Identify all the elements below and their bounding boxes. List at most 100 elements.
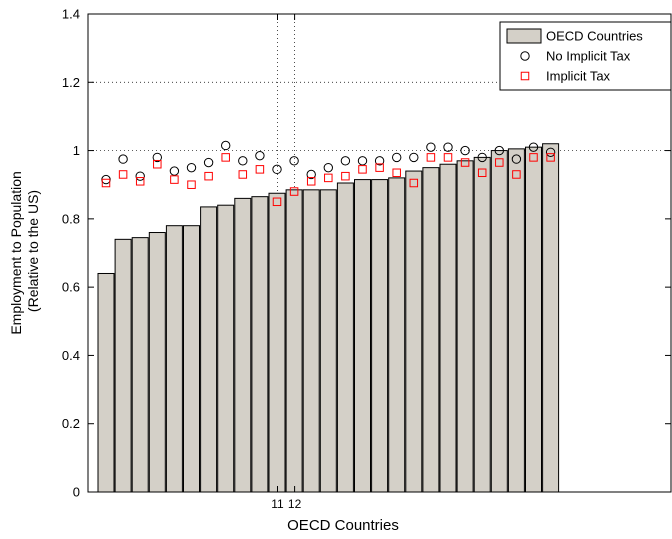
bar-8 bbox=[234, 197, 252, 493]
no-implicit-tax-point-25 bbox=[528, 142, 539, 152]
no-implicit-tax-point-15 bbox=[357, 156, 368, 166]
y-tick-label-6: 1.2 bbox=[62, 75, 80, 90]
axes-frame bbox=[87, 13, 672, 493]
implicit-tax-point-9 bbox=[255, 165, 265, 174]
implicit-tax-point-4 bbox=[170, 175, 179, 184]
bar-14 bbox=[336, 182, 354, 493]
bar-19 bbox=[422, 167, 440, 493]
no-implicit-tax-point-14 bbox=[340, 156, 351, 166]
legend-swatch-bar bbox=[506, 28, 542, 44]
bar-12 bbox=[302, 189, 320, 493]
y-tick-label-1: 0.2 bbox=[62, 416, 80, 431]
bar-13 bbox=[319, 189, 337, 493]
y-tick-label-0: 0 bbox=[73, 485, 80, 500]
no-implicit-tax-point-4 bbox=[169, 166, 180, 176]
no-implicit-tax-point-8 bbox=[238, 156, 248, 166]
legend: OECD Countries No Implicit Tax Implicit Ta… bbox=[499, 21, 672, 91]
implicit-tax-point-14 bbox=[341, 171, 350, 181]
y-tick-label-5: 1 bbox=[73, 143, 80, 158]
implicit-tax-point-7 bbox=[221, 153, 230, 162]
bar-5 bbox=[183, 225, 200, 493]
implicit-tax-point-3 bbox=[153, 159, 162, 169]
no-implicit-tax-point-17 bbox=[392, 152, 402, 163]
bar-16 bbox=[371, 179, 389, 493]
bar-23 bbox=[490, 150, 508, 493]
implicit-tax-point-8 bbox=[238, 170, 248, 179]
bar-3 bbox=[148, 232, 166, 493]
implicit-tax-point-10 bbox=[272, 197, 282, 207]
y-axis-label-line-1: Employment to Population bbox=[8, 171, 24, 334]
implicit-tax-point-24 bbox=[512, 170, 521, 179]
bar-22 bbox=[473, 156, 491, 493]
legend-swatch-circle bbox=[520, 51, 530, 61]
no-implicit-tax-point-11 bbox=[289, 156, 299, 166]
bar-25 bbox=[525, 146, 542, 493]
implicit-tax-point-22 bbox=[477, 168, 487, 178]
implicit-tax-point-15 bbox=[358, 165, 367, 174]
implicit-tax-point-17 bbox=[392, 168, 401, 178]
bar-0 bbox=[97, 272, 115, 493]
implicit-tax-point-16 bbox=[375, 163, 384, 172]
y-axis-label-line-2: (Relative to the US) bbox=[25, 190, 41, 312]
implicit-tax-point-6 bbox=[204, 171, 213, 181]
x-tick-label-0: 11 bbox=[271, 497, 284, 511]
no-implicit-tax-point-12 bbox=[306, 169, 316, 180]
no-implicit-tax-point-18 bbox=[409, 152, 419, 163]
bar-18 bbox=[405, 170, 423, 493]
bar-4 bbox=[165, 225, 183, 493]
bar-20 bbox=[439, 163, 457, 493]
bar-1 bbox=[114, 238, 132, 493]
no-implicit-tax-point-22 bbox=[477, 152, 487, 163]
no-implicit-tax-point-21 bbox=[460, 145, 470, 156]
implicit-tax-point-13 bbox=[324, 173, 333, 183]
bar-26 bbox=[542, 143, 560, 493]
implicit-tax-point-2 bbox=[135, 177, 145, 186]
no-implicit-tax-point-19 bbox=[426, 142, 436, 152]
no-implicit-tax-point-23 bbox=[494, 145, 504, 156]
bar-9 bbox=[251, 196, 269, 493]
no-implicit-tax-point-16 bbox=[374, 156, 385, 166]
bar-15 bbox=[354, 179, 371, 493]
bar-10 bbox=[268, 192, 286, 493]
bar-11 bbox=[285, 189, 303, 493]
legend-swatch-square bbox=[520, 71, 530, 81]
y-tick-label-3: 0.6 bbox=[62, 280, 80, 295]
no-implicit-tax-point-10 bbox=[272, 164, 282, 175]
legend-label-2: Implicit Tax bbox=[546, 69, 611, 84]
x-axis-ticks: 11 12 bbox=[271, 14, 302, 511]
no-implicit-tax-point-1 bbox=[118, 154, 128, 164]
implicit-tax-point-21 bbox=[460, 158, 470, 167]
legend-label-1: No Implicit Tax bbox=[546, 49, 631, 64]
no-implicit-tax-point-26 bbox=[545, 147, 556, 157]
no-implicit-tax-point-13 bbox=[323, 162, 333, 173]
implicit-tax-point-18 bbox=[409, 178, 419, 188]
implicit-tax-point-0 bbox=[101, 178, 111, 188]
implicit-tax-point-1 bbox=[118, 170, 128, 179]
implicit-tax-point-19 bbox=[426, 153, 436, 162]
implicit-tax-point-5 bbox=[187, 180, 196, 189]
no-implicit-tax-point-24 bbox=[511, 154, 522, 164]
implicit-tax-point-25 bbox=[529, 153, 538, 162]
markers-layer bbox=[101, 140, 556, 207]
y-tick-label-2: 0.4 bbox=[62, 348, 80, 363]
y-axis-ticks: 0 0.2 0.4 0.6 0.8 1 1.2 1.4 bbox=[62, 7, 671, 500]
bar-7 bbox=[217, 204, 235, 493]
no-implicit-tax-point-3 bbox=[152, 152, 163, 163]
legend-label-0: OECD Countries bbox=[546, 29, 643, 44]
no-implicit-tax-point-5 bbox=[186, 162, 197, 173]
no-implicit-tax-point-6 bbox=[203, 157, 214, 168]
implicit-tax-point-12 bbox=[306, 177, 316, 186]
no-implicit-tax-point-7 bbox=[221, 140, 231, 151]
bars-layer bbox=[97, 143, 560, 493]
y-tick-label-4: 0.8 bbox=[62, 211, 80, 226]
bar-17 bbox=[388, 177, 406, 493]
implicit-tax-point-23 bbox=[495, 158, 504, 167]
bar-24 bbox=[507, 148, 525, 493]
implicit-tax-point-20 bbox=[443, 153, 453, 162]
implicit-tax-point-26 bbox=[546, 153, 555, 162]
no-implicit-tax-point-20 bbox=[443, 142, 453, 152]
y-tick-label-7: 1.4 bbox=[62, 7, 80, 22]
no-implicit-tax-point-2 bbox=[135, 171, 145, 181]
bar-21 bbox=[456, 160, 474, 493]
